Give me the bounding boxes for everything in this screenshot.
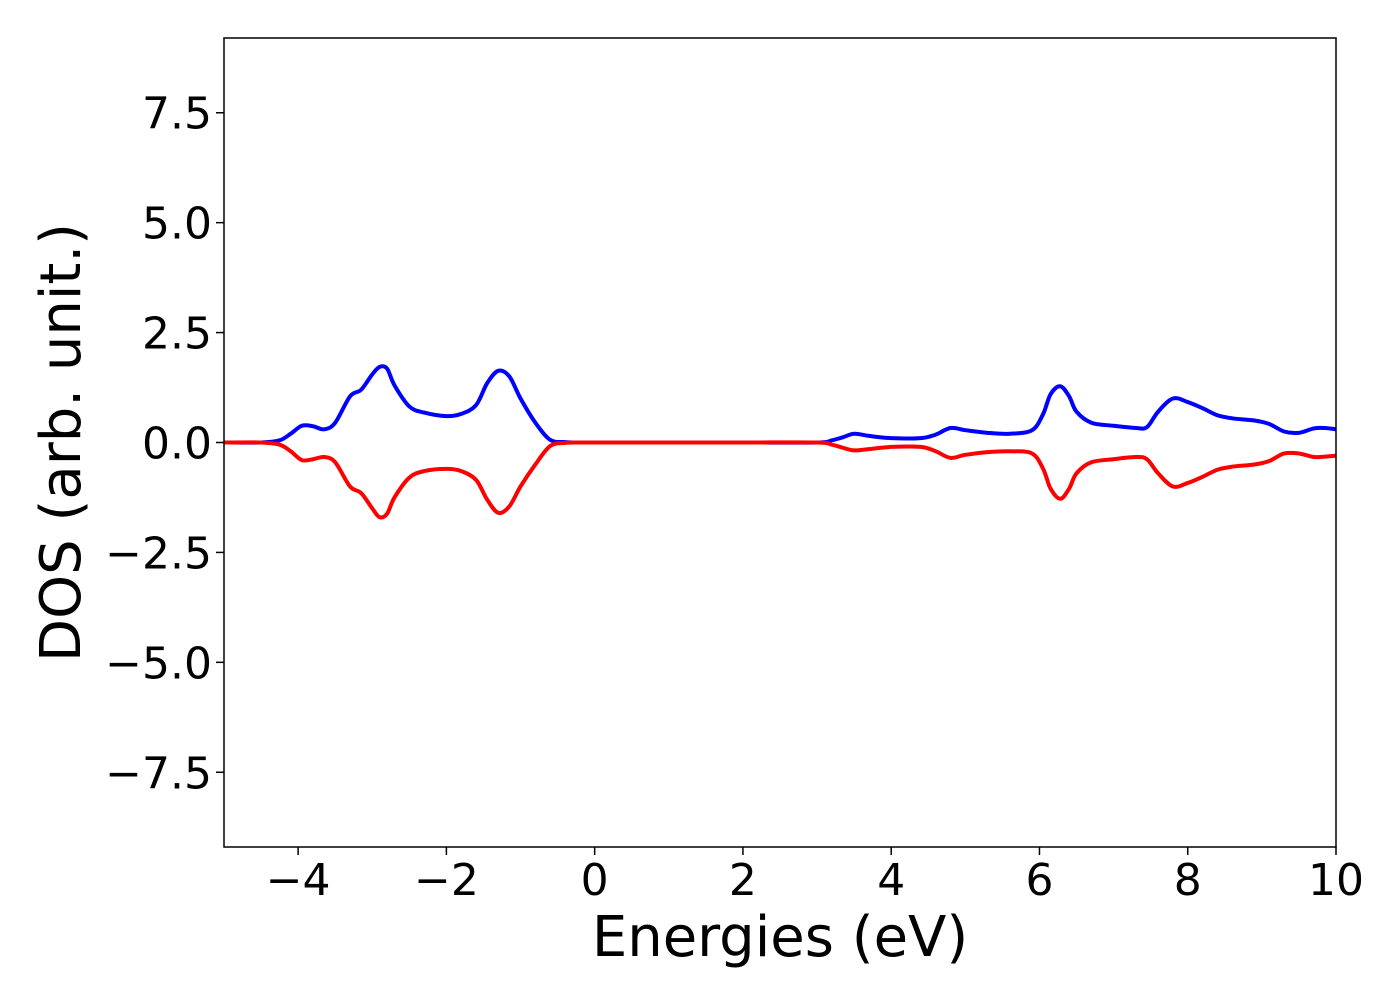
y-axis-ticks: 7.5 5.0 2.5 0.0 −2.5 −5.0 −7.5 [105, 89, 224, 799]
x-tick-label: 4 [877, 855, 905, 906]
x-axis-label: Energies (eV) [592, 905, 968, 970]
dos-series-negative-line [224, 440, 1336, 520]
x-tick-label: 8 [1174, 855, 1202, 906]
x-tick-label: 10 [1308, 855, 1364, 906]
y-axis-label: DOS (arb. unit.) [29, 223, 94, 662]
x-tick-label: 2 [729, 855, 757, 906]
y-tick-label: 5.0 [142, 199, 212, 250]
y-tick-label: 0.0 [142, 419, 212, 470]
y-tick-label: −7.5 [105, 748, 212, 799]
x-tick-label: −2 [414, 855, 479, 906]
y-tick-label: −5.0 [105, 638, 212, 689]
x-tick-label: 6 [1025, 855, 1053, 906]
x-axis-ticks: −4 −2 0 2 4 6 8 10 [266, 847, 1364, 906]
x-tick-label: −4 [266, 855, 331, 906]
y-tick-label: −2.5 [105, 528, 212, 579]
x-tick-label: 0 [581, 855, 609, 906]
dos-series-positive-line [224, 364, 1336, 445]
plot-area [224, 364, 1336, 520]
y-tick-label: 2.5 [142, 309, 212, 360]
y-tick-label: 7.5 [142, 89, 212, 140]
